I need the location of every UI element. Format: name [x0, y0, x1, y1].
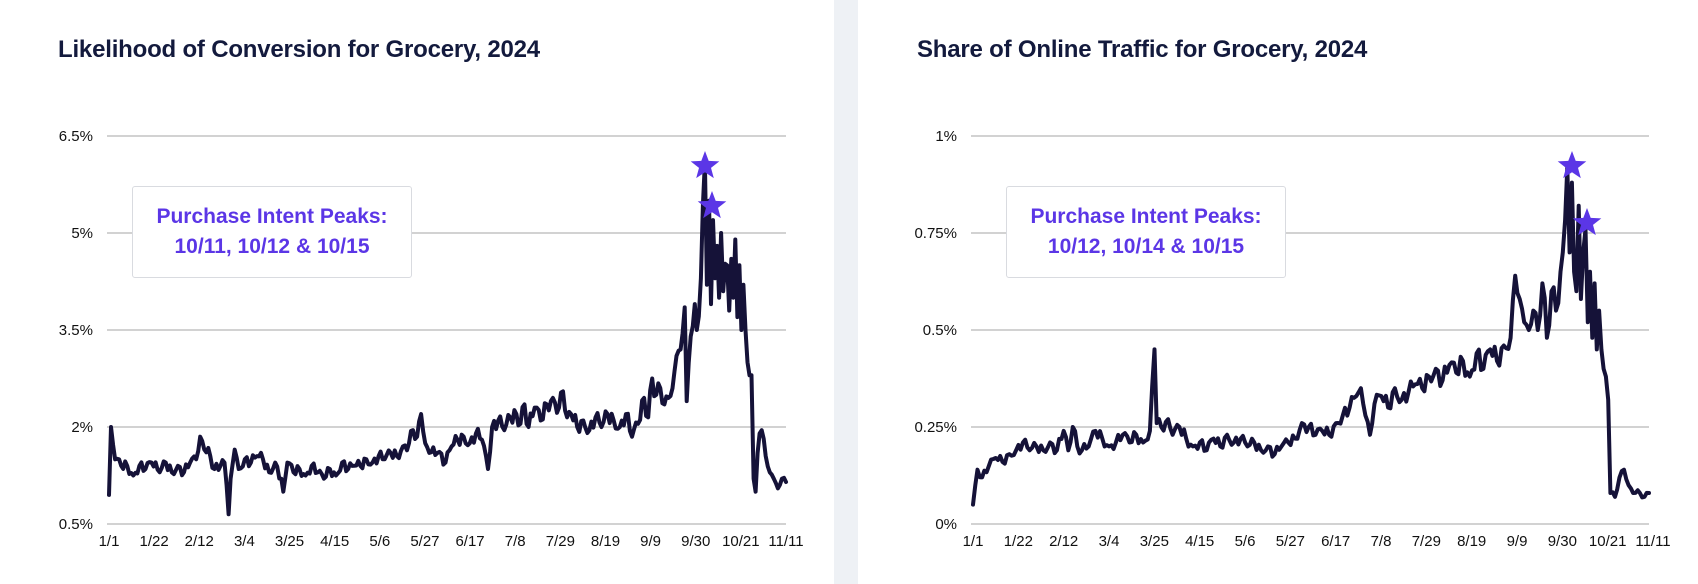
- x-tick-label: 4/15: [1185, 533, 1214, 550]
- x-tick-label: 3/25: [1140, 533, 1169, 550]
- x-tick-label: 7/8: [505, 533, 526, 550]
- x-tick-label: 9/9: [640, 533, 661, 550]
- x-tick-label: 9/30: [1548, 533, 1577, 550]
- y-tick-label: 1%: [935, 128, 957, 145]
- series-line: [107, 159, 788, 517]
- y-tick-label: 5%: [71, 225, 93, 242]
- x-tick-label: 3/25: [275, 533, 304, 550]
- peak-star-10-11: [690, 151, 720, 179]
- annotation-line2: 10/12, 10/14 & 10/15: [1047, 235, 1245, 258]
- x-tick-label: 7/8: [1371, 533, 1392, 550]
- conversion-line-chart: 6.5% 5% 3.5% 2% 0.5% 1/1 1/22 2/12 3/4 3/25 4/15 5/…: [59, 128, 804, 550]
- x-tick-label: 7/29: [1412, 533, 1441, 550]
- y-tick-label: 0.75%: [914, 225, 957, 242]
- x-tick-label: 5/27: [410, 533, 439, 550]
- x-tick-label: 10/21: [722, 533, 760, 550]
- peak-star-10-15: [1572, 208, 1602, 236]
- y-tick-label: 0.25%: [914, 419, 957, 436]
- x-tick-label: 1/1: [963, 533, 984, 550]
- x-tick-label: 2/12: [185, 533, 214, 550]
- peak-star-10-15: [697, 191, 727, 219]
- x-tick-label: 4/15: [320, 533, 349, 550]
- annotation-box: Purchase Intent Peaks: 10/12, 10/14 & 10…: [1006, 186, 1286, 278]
- x-tick-label: 2/12: [1049, 533, 1078, 550]
- x-tick-label: 3/4: [234, 533, 255, 550]
- annotation-line1: Purchase Intent Peaks:: [156, 205, 388, 228]
- x-tick-label: 8/19: [591, 533, 620, 550]
- chart-title: Likelihood of Conversion for Grocery, 20…: [58, 36, 540, 63]
- traffic-chart-panel: Share of Online Traffic for Grocery, 202…: [858, 0, 1698, 584]
- x-tick-label: 6/17: [1321, 533, 1350, 550]
- x-tick-label: 11/11: [1635, 533, 1670, 550]
- y-tick-label: 6.5%: [59, 128, 93, 145]
- x-tick-label: 7/29: [546, 533, 575, 550]
- x-tick-label: 5/27: [1276, 533, 1305, 550]
- y-tick-label: 0.5%: [923, 322, 957, 339]
- traffic-line-chart: 1% 0.75% 0.5% 0.25% 0% 1/1 1/22 2/12 3/4 3/25 4/15…: [914, 128, 1670, 550]
- x-tick-label: 5/6: [369, 533, 390, 550]
- x-tick-label: 1/22: [1004, 533, 1033, 550]
- conversion-chart-panel: Likelihood of Conversion for Grocery, 20…: [0, 0, 834, 584]
- x-tick-label: 9/30: [681, 533, 710, 550]
- y-tick-label: 2%: [71, 419, 93, 436]
- y-tick-label: 0.5%: [59, 516, 93, 533]
- peak-star-10-12: [1557, 151, 1587, 179]
- x-tick-label: 10/21: [1589, 533, 1627, 550]
- x-tick-label: 11/11: [768, 533, 803, 550]
- annotation-line2: 10/11, 10/12 & 10/15: [174, 235, 370, 258]
- x-tick-label: 8/19: [1457, 533, 1486, 550]
- panel-divider: [834, 0, 858, 584]
- x-tick-label: 3/4: [1099, 533, 1120, 550]
- x-tick-label: 1/1: [99, 533, 120, 550]
- x-tick-label: 9/9: [1507, 533, 1528, 550]
- x-tick-label: 1/22: [140, 533, 169, 550]
- annotation-box: Purchase Intent Peaks: 10/11, 10/12 & 10…: [132, 186, 412, 278]
- y-tick-label: 3.5%: [59, 322, 93, 339]
- chart-title: Share of Online Traffic for Grocery, 202…: [917, 36, 1368, 63]
- x-tick-label: 5/6: [1235, 533, 1256, 550]
- series-line: [971, 165, 1651, 507]
- annotation-line1: Purchase Intent Peaks:: [1030, 205, 1262, 228]
- y-tick-label: 0%: [935, 516, 957, 533]
- x-tick-label: 6/17: [455, 533, 484, 550]
